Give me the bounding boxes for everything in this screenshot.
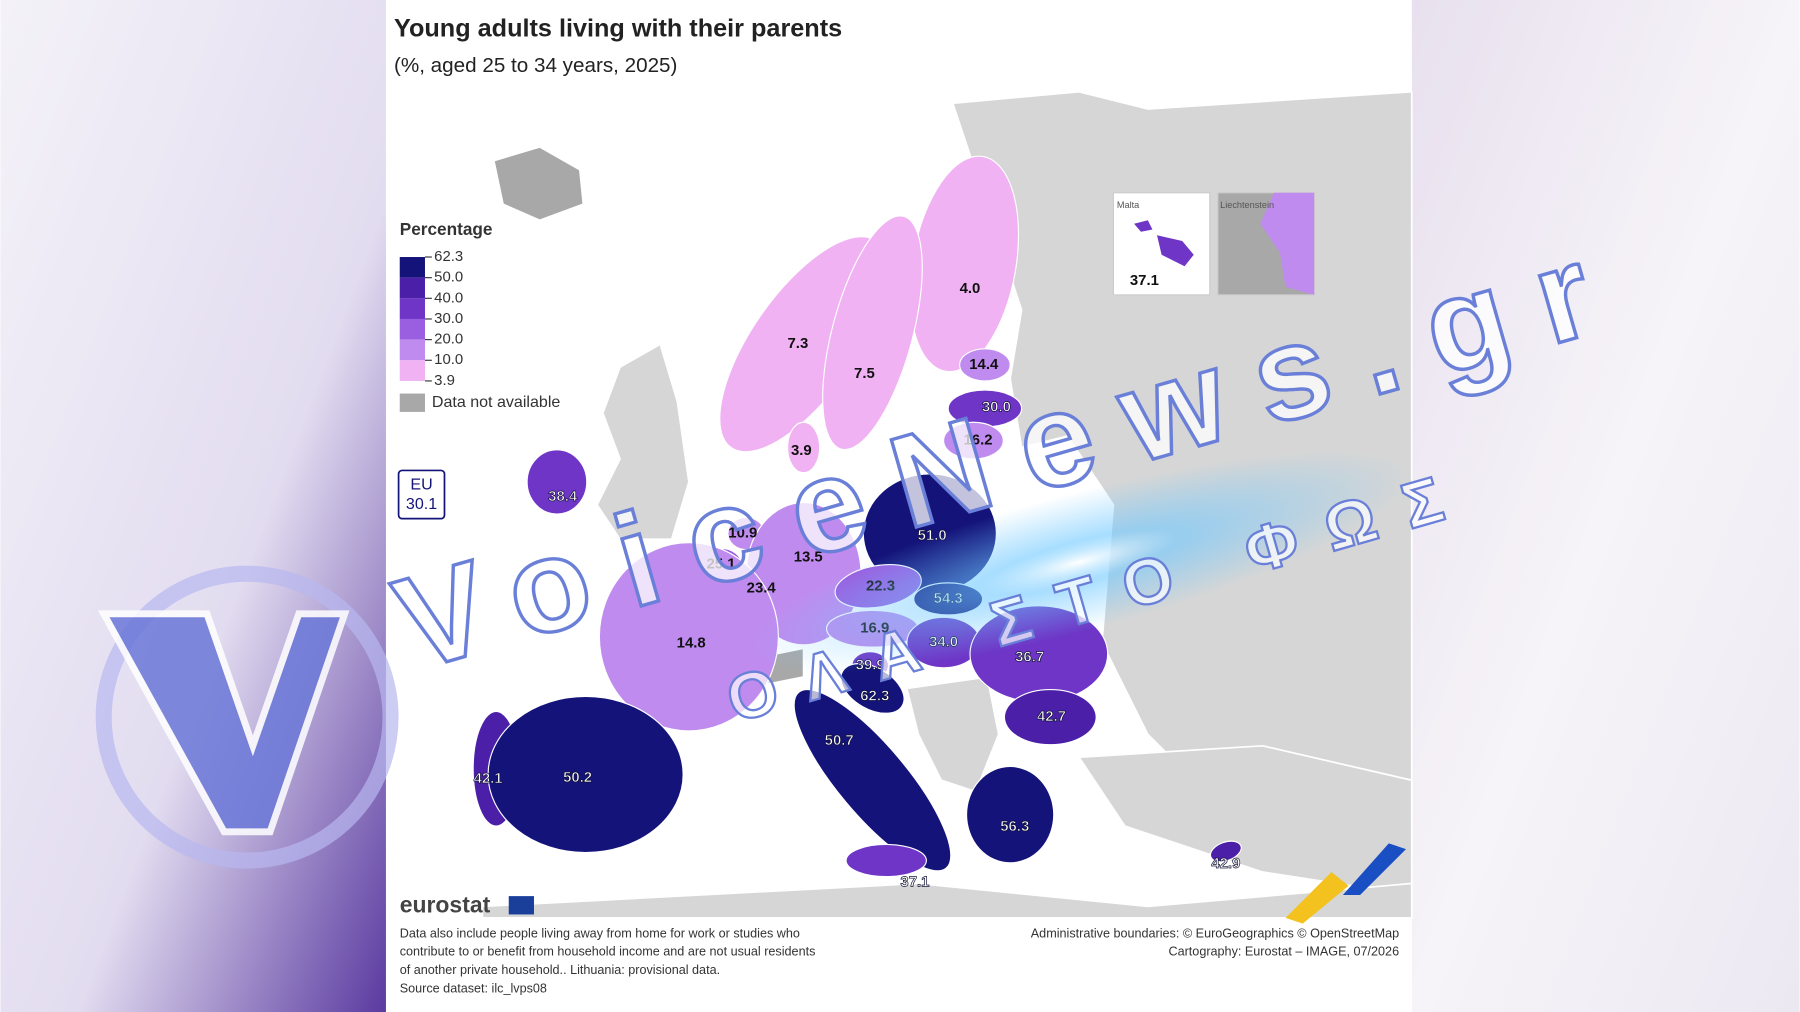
title: Young adults living with their parents — [394, 15, 842, 43]
malta-shape — [1134, 220, 1194, 267]
region-value: 42.7 — [1037, 709, 1066, 725]
brand: eurostat — [400, 892, 491, 918]
uk — [596, 342, 690, 541]
legend-label: 30.0 — [434, 311, 463, 327]
eu-box-frame — [397, 469, 446, 520]
legend-swatch — [399, 277, 425, 299]
watermark-glow — [746, 451, 1412, 674]
eu-label: EU — [410, 476, 432, 494]
logo-v — [97, 610, 350, 836]
region-value: 42.9 — [1211, 856, 1240, 872]
region-value: 10.9 — [728, 525, 757, 541]
north-africa — [481, 882, 1413, 919]
legend-swatch — [399, 257, 425, 278]
legend-label: 20.0 — [434, 332, 463, 348]
region-value: 14.8 — [677, 636, 706, 652]
region-value: 14.4 — [969, 357, 999, 373]
logo-yellow — [1285, 872, 1349, 924]
liechtenstein-neighbour — [1260, 192, 1315, 295]
legend-label: 40.0 — [434, 290, 463, 306]
na-label: Data not available — [432, 393, 561, 411]
iceland — [492, 145, 585, 222]
country-region — [943, 421, 1004, 460]
legend-label: 62.3 — [434, 249, 463, 265]
country-region — [845, 843, 927, 878]
background-right — [1411, 0, 1800, 1012]
region-value: 62.3 — [860, 688, 889, 704]
country-region — [793, 689, 952, 872]
region-value: 56.3 — [1000, 819, 1029, 835]
note-line: Source dataset: ilc_lvps08 — [400, 981, 547, 995]
subtitle: (%, aged 25 to 34 years, 2025) — [394, 54, 677, 77]
region-value: 3.9 — [791, 443, 812, 459]
eu-value: 30.1 — [406, 495, 437, 513]
region-value: 37.1 — [900, 874, 929, 890]
country-region — [965, 765, 1055, 864]
region-value: 7.3 — [788, 336, 809, 352]
inset-value: 37.1 — [1130, 273, 1159, 289]
legend-swatch — [399, 298, 425, 319]
logo-ring — [95, 565, 399, 869]
legend: Percentage Data not available 62.3 50.0 40… — [399, 219, 561, 412]
background-left — [0, 0, 386, 1012]
region-value: 13.5 — [794, 550, 823, 566]
country-region — [822, 215, 923, 451]
footer: eurostat Data also include people living… — [400, 843, 1406, 995]
credit-line: Administrative boundaries: © EuroGeograp… — [1031, 926, 1399, 940]
region-value: 16.2 — [964, 433, 993, 449]
region-value: 36.7 — [1015, 649, 1044, 665]
country-region — [959, 348, 1011, 382]
country-region — [526, 449, 588, 515]
country-region — [786, 421, 821, 474]
region-value: 50.2 — [563, 770, 592, 786]
region-value: 42.1 — [474, 771, 503, 787]
region-value: 30.0 — [982, 399, 1011, 415]
legend-swatch — [399, 339, 425, 361]
legend-swatch — [399, 360, 425, 381]
eu-flag — [508, 896, 534, 915]
legend-title: Percentage — [400, 219, 493, 239]
legend-swatch — [399, 318, 425, 340]
legend-label: 10.0 — [434, 352, 463, 368]
note-line: of another private household.. Lithuania… — [400, 963, 720, 977]
na-swatch — [399, 393, 425, 412]
logo-blue — [1342, 843, 1406, 895]
region-value: 23.4 — [747, 581, 777, 597]
inset-name: Malta — [1117, 200, 1140, 210]
region-value: 38.4 — [548, 489, 578, 505]
note-line: Data also include people living away fro… — [400, 926, 800, 940]
region-value: 4.0 — [960, 281, 981, 297]
region-value: 50.7 — [825, 733, 854, 749]
country-region — [1209, 840, 1242, 863]
legend-label: 50.0 — [434, 270, 463, 286]
credit-line: Cartography: Eurostat – IMAGE, 07/2026 — [1169, 945, 1400, 959]
country-region — [1003, 689, 1097, 746]
country-region — [487, 695, 684, 854]
region-value: 25.1 — [706, 556, 735, 572]
insets: Malta 37.1 Liechtenstein — [1112, 192, 1315, 296]
region-value: 7.5 — [854, 366, 875, 382]
note-line: contribute to or benefit from household … — [400, 945, 816, 959]
legend-label: 3.9 — [434, 373, 455, 389]
inset-name: Liechtenstein — [1220, 200, 1274, 210]
regions — [472, 155, 1242, 878]
eu-box: EU 30.1 — [397, 469, 446, 520]
